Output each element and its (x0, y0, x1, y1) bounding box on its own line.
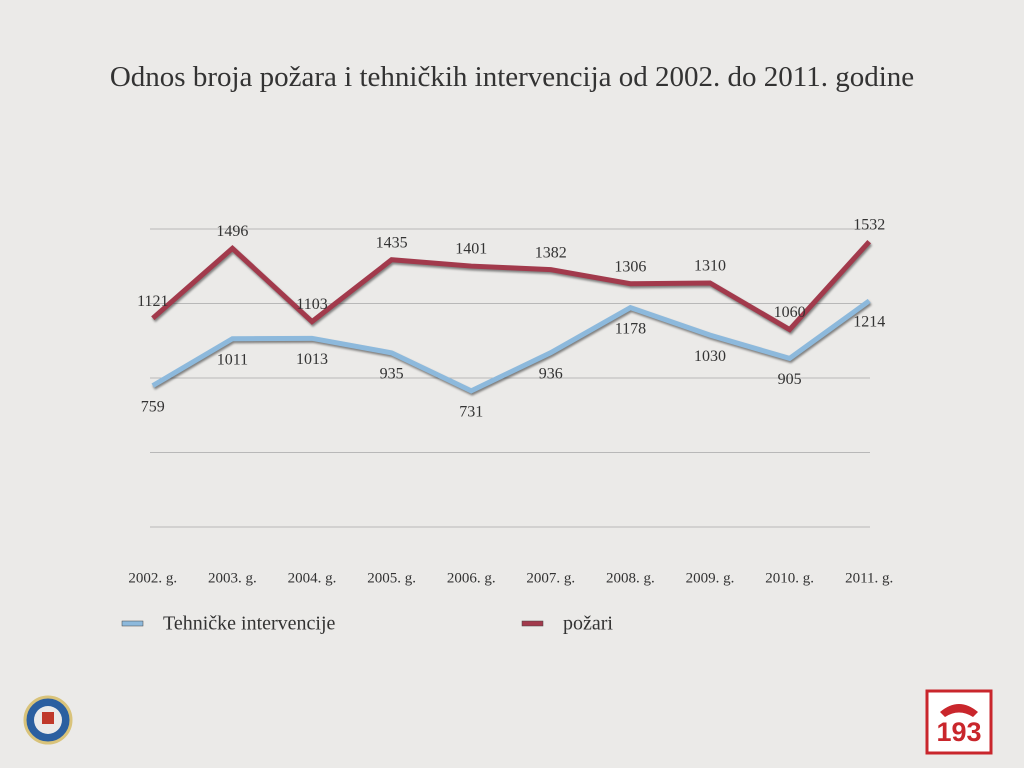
x-tick-label: 2008. g. (606, 570, 655, 586)
series-line (151, 239, 872, 333)
data-label: 1306 (614, 258, 646, 275)
data-label: 731 (459, 404, 483, 421)
data-label: 1030 (694, 348, 726, 365)
data-label: 1013 (296, 351, 328, 368)
data-label: 1310 (694, 258, 726, 275)
emblem (23, 695, 73, 745)
data-label: 1435 (376, 234, 408, 251)
data-label: 1214 (853, 314, 885, 331)
data-label: 935 (380, 366, 404, 383)
data-label: 1401 (455, 241, 487, 258)
legend-label: Tehničke intervencije (163, 613, 336, 635)
x-tick-label: 2005. g. (367, 570, 416, 586)
data-label: 905 (778, 371, 802, 388)
data-label: 1121 (137, 293, 168, 310)
hotline-number: 193 (936, 717, 981, 747)
x-tick-label: 2004. g. (288, 570, 337, 586)
data-label: 1496 (216, 223, 248, 240)
data-label: 1011 (217, 351, 248, 368)
x-tick-label: 2003. g. (208, 570, 257, 586)
data-label: 759 (141, 398, 165, 415)
x-tick-label: 2007. g. (526, 570, 575, 586)
legend-swatch (121, 620, 144, 627)
chart-title: Odnos broja požara i tehničkih intervenc… (109, 61, 915, 93)
series-line (151, 298, 871, 394)
data-label: 1532 (853, 216, 885, 233)
x-tick-label: 2006. g. (447, 570, 496, 586)
data-label: 1178 (615, 320, 646, 337)
x-tick-label: 2002. g. (128, 570, 177, 586)
legend-label: požari (563, 613, 613, 635)
data-label: 1382 (535, 244, 567, 261)
x-tick-label: 2011. g. (845, 570, 893, 586)
x-tick-label: 2009. g. (686, 570, 735, 586)
hotline-logo: 193 (925, 689, 993, 755)
data-label: 1060 (774, 304, 806, 321)
data-label: 1103 (296, 296, 327, 313)
x-tick-label: 2010. g. (765, 570, 814, 586)
legend-swatch (521, 620, 544, 627)
data-label: 936 (539, 365, 563, 382)
